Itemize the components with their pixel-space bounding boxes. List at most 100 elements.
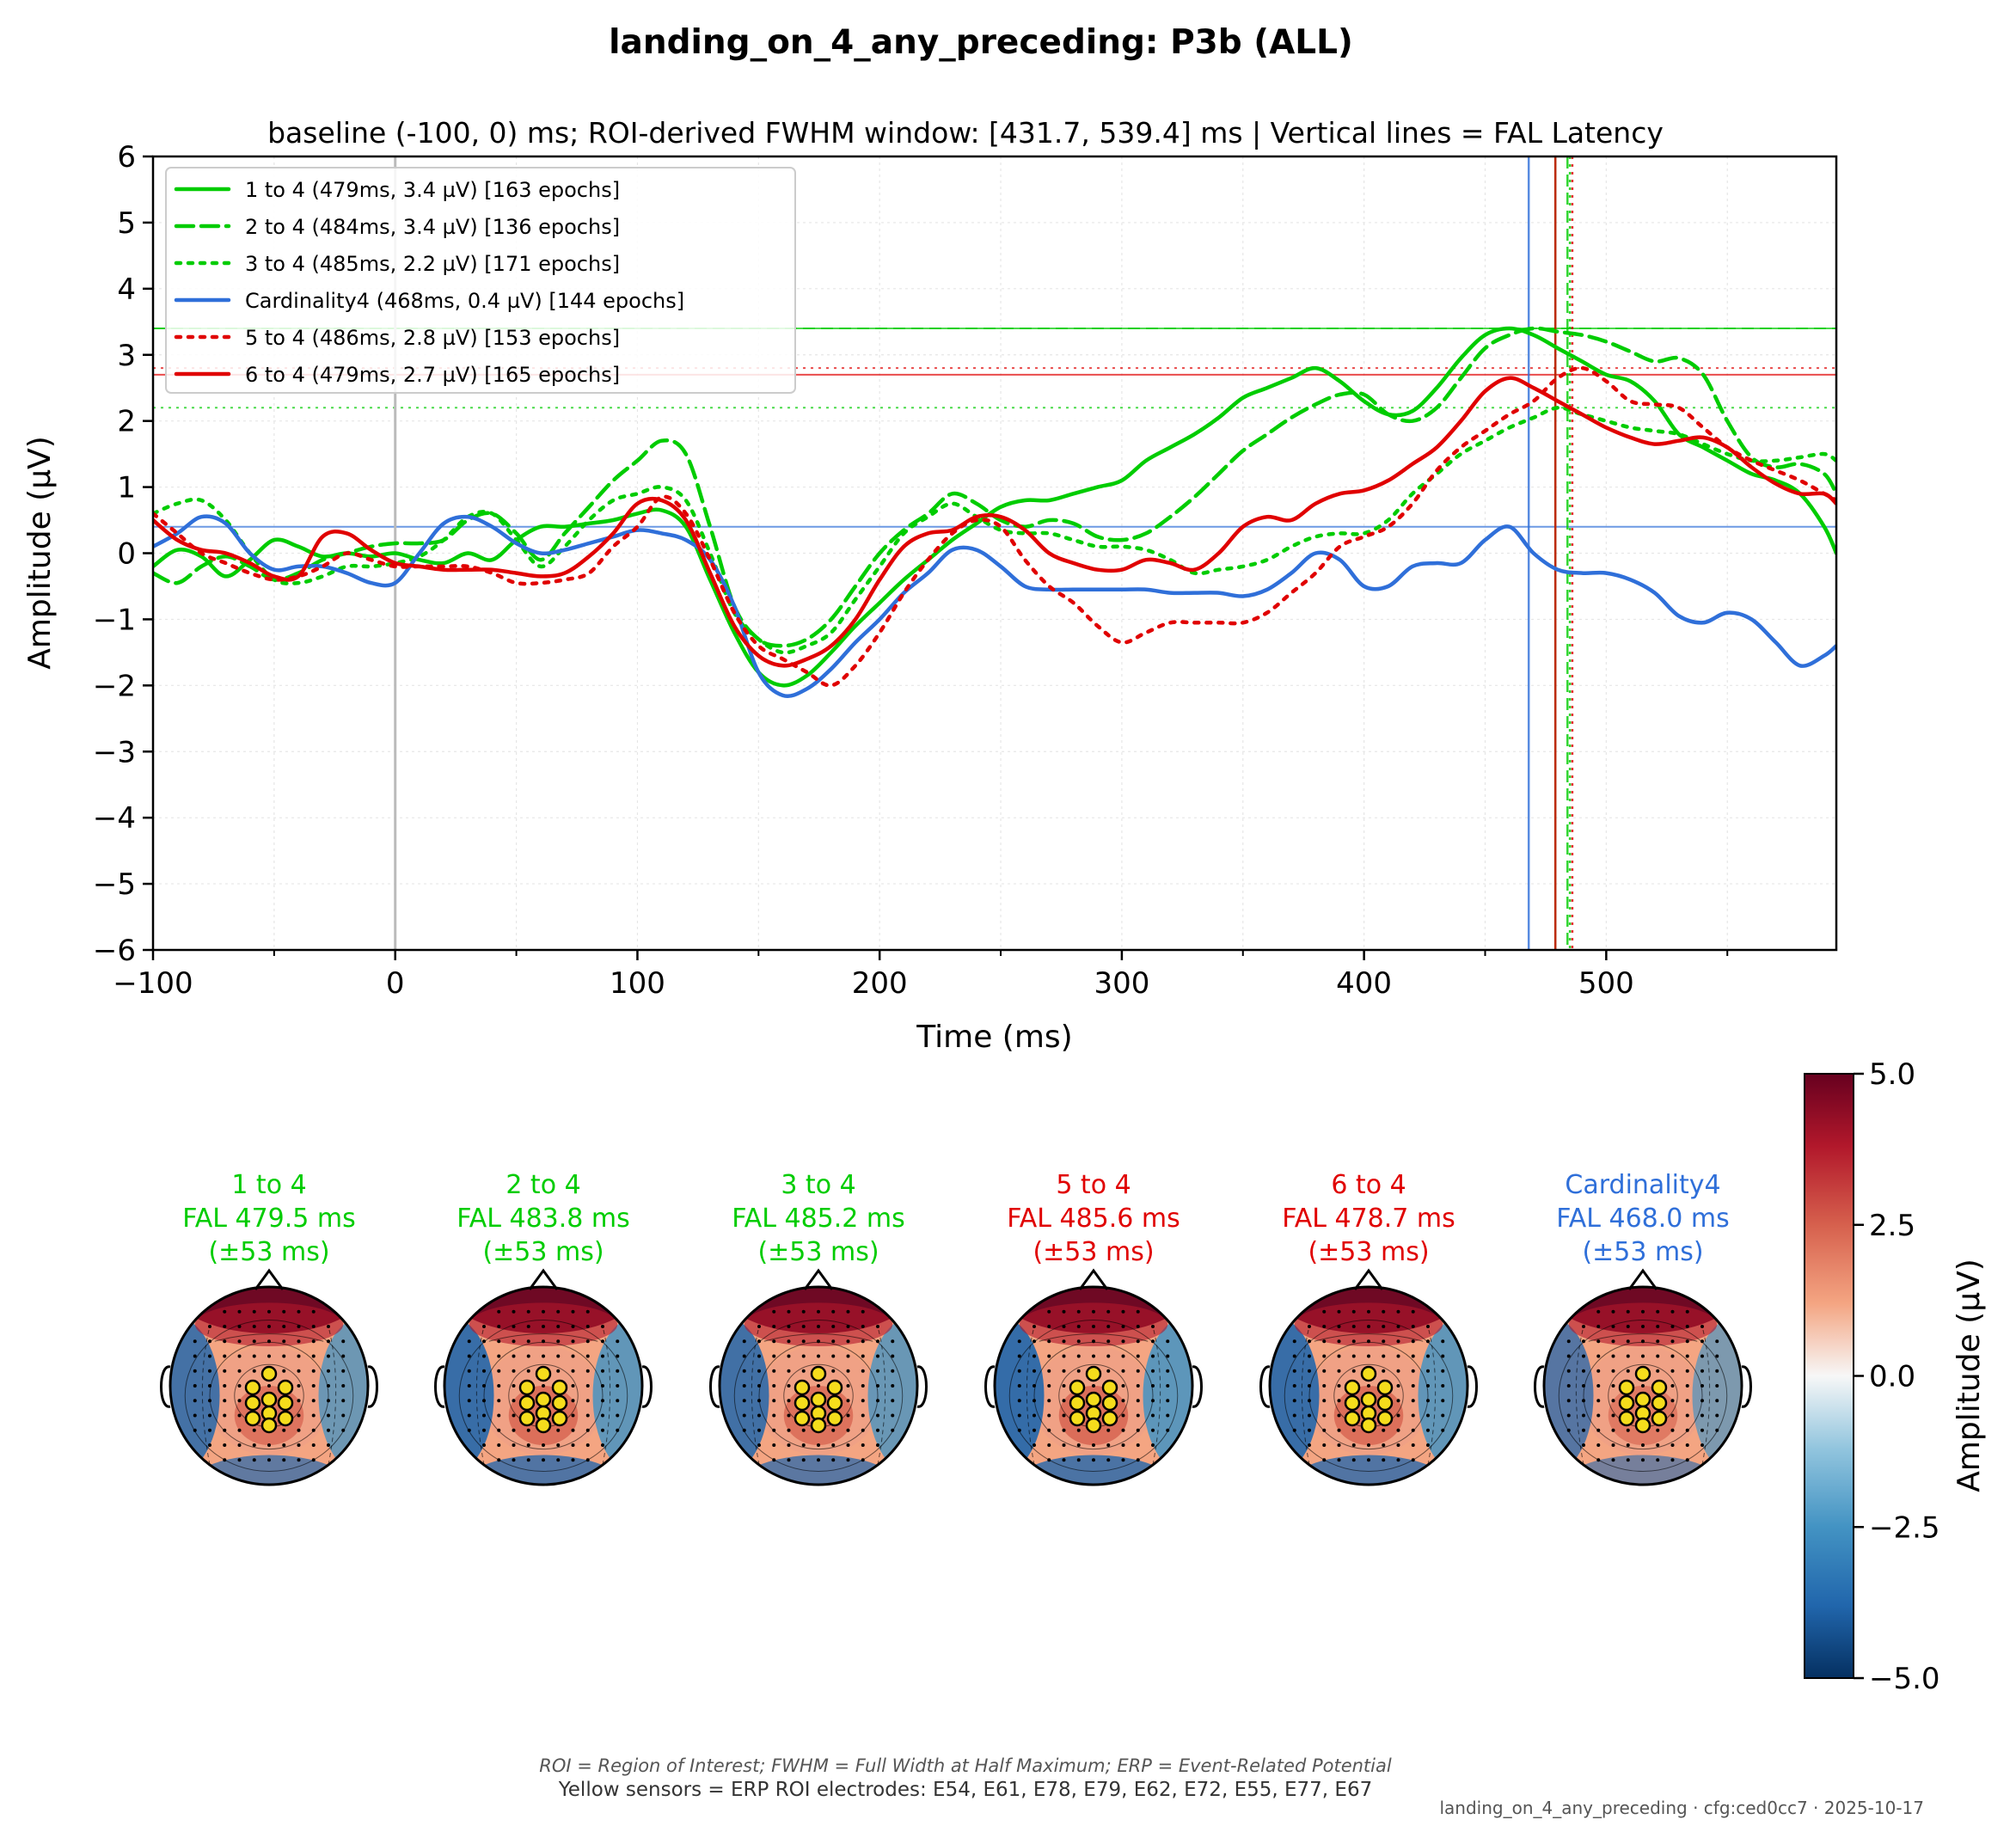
sensor-dot	[1596, 1428, 1601, 1432]
roi-sensor	[1618, 1394, 1635, 1412]
topomap-6: Cardinality4 FAL 468.0 ms(±53 ms)	[1534, 1170, 1752, 1486]
contour-line	[1039, 1333, 1149, 1342]
sensor-dot	[1017, 1354, 1021, 1358]
roi-sensor	[1344, 1379, 1361, 1396]
sensor-dot	[1322, 1399, 1327, 1403]
sensor-dot	[846, 1309, 850, 1314]
sensor-dot	[542, 1325, 545, 1328]
sensor-dot	[1076, 1309, 1081, 1314]
sensor-dot	[252, 1443, 256, 1447]
sensor-dot	[1596, 1354, 1601, 1358]
sensor-dot	[341, 1339, 346, 1344]
sensor-dot	[1685, 1458, 1689, 1462]
sensor-dot	[282, 1354, 286, 1358]
sensor-dot	[1411, 1458, 1415, 1462]
field-left-negative	[1270, 1316, 1320, 1475]
sensor-dot	[876, 1354, 879, 1358]
sensor-dot	[742, 1413, 746, 1418]
sensor-dot	[512, 1428, 516, 1432]
sensor-dot	[831, 1443, 836, 1447]
sensor-dot	[1582, 1354, 1585, 1358]
sensor-dot	[267, 1384, 271, 1388]
roi-sensor	[1618, 1379, 1635, 1396]
sensor-dot	[512, 1413, 516, 1418]
sensor-dot	[467, 1369, 471, 1373]
sensor-dot	[1351, 1354, 1356, 1358]
sensor-dot	[1092, 1309, 1095, 1314]
sensor-dot	[1151, 1325, 1155, 1328]
sensor-dot	[1076, 1354, 1081, 1358]
sensor-dot	[327, 1384, 330, 1388]
sensor-dot	[282, 1339, 286, 1344]
roi-sensor	[535, 1365, 552, 1382]
sensor-dot	[1382, 1325, 1386, 1328]
sensor-dot	[1033, 1339, 1036, 1344]
sensor-dot	[497, 1443, 501, 1447]
contour-line-negative	[201, 1326, 211, 1466]
topomap-title-line: (±53 ms)	[1033, 1237, 1154, 1267]
legend-entry: 1 to 4 (479ms, 3.4 µV) [163 epochs]	[245, 178, 620, 202]
roi-sensor	[794, 1394, 811, 1412]
sensor-dot	[861, 1413, 865, 1418]
sensor-dot	[1700, 1369, 1704, 1373]
roi-sensor	[1085, 1417, 1102, 1434]
contour-line-negative	[602, 1326, 611, 1466]
series-line-2	[153, 326, 1836, 648]
sensor-dot	[1121, 1339, 1125, 1344]
sensor-dot	[876, 1384, 879, 1388]
sensor-dot	[787, 1309, 791, 1314]
field-left-negative	[170, 1316, 220, 1475]
sensor-dot	[1121, 1354, 1125, 1358]
sensor-dot	[1062, 1399, 1066, 1403]
sensor-dot	[1136, 1443, 1140, 1447]
sensor-dot	[846, 1443, 850, 1447]
sensor-dot	[341, 1369, 346, 1373]
sensor-dot	[556, 1354, 561, 1358]
contour-line	[458, 1320, 628, 1472]
sensor-dot	[571, 1354, 575, 1358]
contour-line-negative	[877, 1326, 886, 1466]
sensor-dot	[1411, 1339, 1415, 1344]
sensor-dot	[585, 1413, 590, 1418]
sensor-dot	[1396, 1458, 1400, 1462]
sensor-dot	[1715, 1399, 1719, 1403]
sensor-dot	[1715, 1413, 1719, 1418]
sensor-dot	[297, 1399, 301, 1403]
sensor-dot	[1322, 1384, 1327, 1388]
field-right-negative	[867, 1316, 917, 1475]
roi-sensor	[1101, 1410, 1118, 1427]
sensor-dot	[616, 1413, 620, 1418]
right-ear	[1192, 1365, 1203, 1408]
sensor-dot	[601, 1443, 604, 1447]
sensor-dot	[193, 1413, 197, 1418]
left-ear	[434, 1365, 445, 1408]
sensor-dot	[467, 1399, 471, 1403]
sensor-dot	[252, 1354, 256, 1358]
field-frontal-ring	[744, 1302, 893, 1346]
sensor-dot	[1700, 1325, 1704, 1328]
sensor-dot	[1396, 1369, 1400, 1373]
sensor-dot	[1582, 1384, 1585, 1388]
y-axis: −6 −5 −4 −3 −2 −1 0 1 2 3 4 5 6	[93, 140, 153, 968]
sensor-dot	[1308, 1428, 1311, 1432]
figure-title: landing_on_4_any_preceding: P3b (ALL)	[609, 23, 1353, 62]
sensor-dot	[327, 1443, 330, 1447]
sensor-dot	[787, 1325, 791, 1328]
sensor-dot	[1337, 1369, 1341, 1373]
roi-sensor	[551, 1394, 568, 1412]
sensor-dot	[1062, 1458, 1066, 1462]
topomap-field	[1544, 1287, 1742, 1485]
series-line-5	[153, 365, 1836, 688]
sensor-dot	[801, 1325, 806, 1328]
sensor-dot	[1670, 1399, 1675, 1403]
right-ear	[916, 1365, 928, 1408]
sensor-dot	[1411, 1354, 1415, 1358]
sensor-dot	[282, 1458, 286, 1462]
sensor-dot	[327, 1369, 330, 1373]
sensor-dot	[817, 1325, 820, 1328]
sensor-dot	[1670, 1369, 1675, 1373]
sensor-dot	[1337, 1458, 1341, 1462]
sensor-dot	[1106, 1458, 1111, 1462]
sensor-dot	[1062, 1339, 1066, 1344]
sensor-dot	[208, 1413, 211, 1418]
